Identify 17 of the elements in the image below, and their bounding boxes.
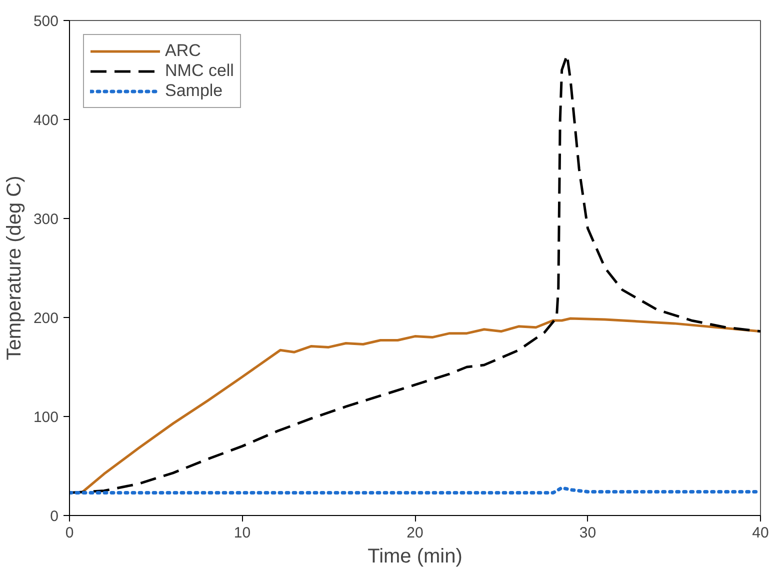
- y-tick-label: 100: [33, 409, 59, 426]
- x-tick-label: 10: [234, 524, 251, 542]
- y-tick-label: 300: [33, 211, 59, 228]
- y-tick-label: 500: [33, 13, 59, 30]
- y-tick-label: 0: [50, 508, 58, 525]
- x-tick-label: 0: [65, 524, 74, 542]
- x-tick-label: 30: [579, 524, 596, 542]
- y-tick-label: 400: [33, 112, 59, 129]
- y-tick-label: 200: [33, 310, 59, 327]
- y-axis-title: Temperature (deg C): [3, 176, 26, 360]
- x-tick-label: 40: [752, 524, 769, 542]
- legend-label: NMC cell: [165, 61, 234, 81]
- x-tick-label: 20: [406, 524, 424, 542]
- x-axis-title: Time (min): [368, 546, 462, 568]
- legend-label: ARC: [165, 41, 201, 61]
- line-series: [80, 317, 760, 494]
- legend-label: Sample: [165, 81, 223, 101]
